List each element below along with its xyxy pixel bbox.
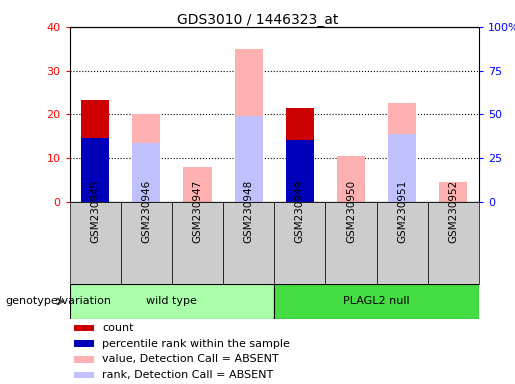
Bar bbox=[286, 108, 314, 202]
Bar bbox=[428, 202, 479, 284]
Bar bbox=[234, 116, 263, 202]
Bar bbox=[234, 49, 263, 202]
Bar bbox=[274, 284, 479, 319]
Bar bbox=[132, 114, 160, 202]
Bar bbox=[121, 202, 172, 284]
Bar bbox=[172, 202, 223, 284]
Bar bbox=[388, 134, 416, 202]
Bar bbox=[81, 138, 109, 202]
Text: GSM230948: GSM230948 bbox=[244, 180, 254, 243]
Text: GSM230945: GSM230945 bbox=[90, 180, 100, 243]
Text: wild type: wild type bbox=[146, 296, 197, 306]
Text: GSM230952: GSM230952 bbox=[449, 180, 458, 243]
Bar bbox=[274, 202, 325, 284]
Bar bbox=[70, 284, 274, 319]
Bar bbox=[439, 182, 468, 202]
Bar bbox=[388, 103, 416, 202]
Bar bbox=[223, 202, 274, 284]
Text: GSM230946: GSM230946 bbox=[141, 180, 151, 243]
Bar bbox=[183, 167, 212, 202]
Text: rank, Detection Call = ABSENT: rank, Detection Call = ABSENT bbox=[102, 370, 273, 380]
Text: GSM230949: GSM230949 bbox=[295, 180, 305, 243]
Bar bbox=[81, 100, 109, 202]
Bar bbox=[325, 202, 376, 284]
Bar bbox=[74, 356, 94, 362]
Bar bbox=[70, 202, 121, 284]
Text: count: count bbox=[102, 323, 134, 333]
Bar bbox=[376, 202, 428, 284]
Bar bbox=[74, 325, 94, 331]
Bar bbox=[286, 141, 314, 202]
Text: genotype/variation: genotype/variation bbox=[5, 296, 111, 306]
Text: percentile rank within the sample: percentile rank within the sample bbox=[102, 339, 290, 349]
Text: PLAGL2 null: PLAGL2 null bbox=[344, 296, 410, 306]
Text: GSM230950: GSM230950 bbox=[346, 180, 356, 243]
Bar bbox=[132, 142, 160, 202]
Bar bbox=[74, 340, 94, 347]
Text: GSM230947: GSM230947 bbox=[193, 180, 202, 243]
Bar bbox=[337, 156, 365, 202]
Bar bbox=[74, 372, 94, 378]
Text: GDS3010 / 1446323_at: GDS3010 / 1446323_at bbox=[177, 13, 338, 27]
Text: GSM230951: GSM230951 bbox=[397, 180, 407, 243]
Text: value, Detection Call = ABSENT: value, Detection Call = ABSENT bbox=[102, 354, 279, 364]
